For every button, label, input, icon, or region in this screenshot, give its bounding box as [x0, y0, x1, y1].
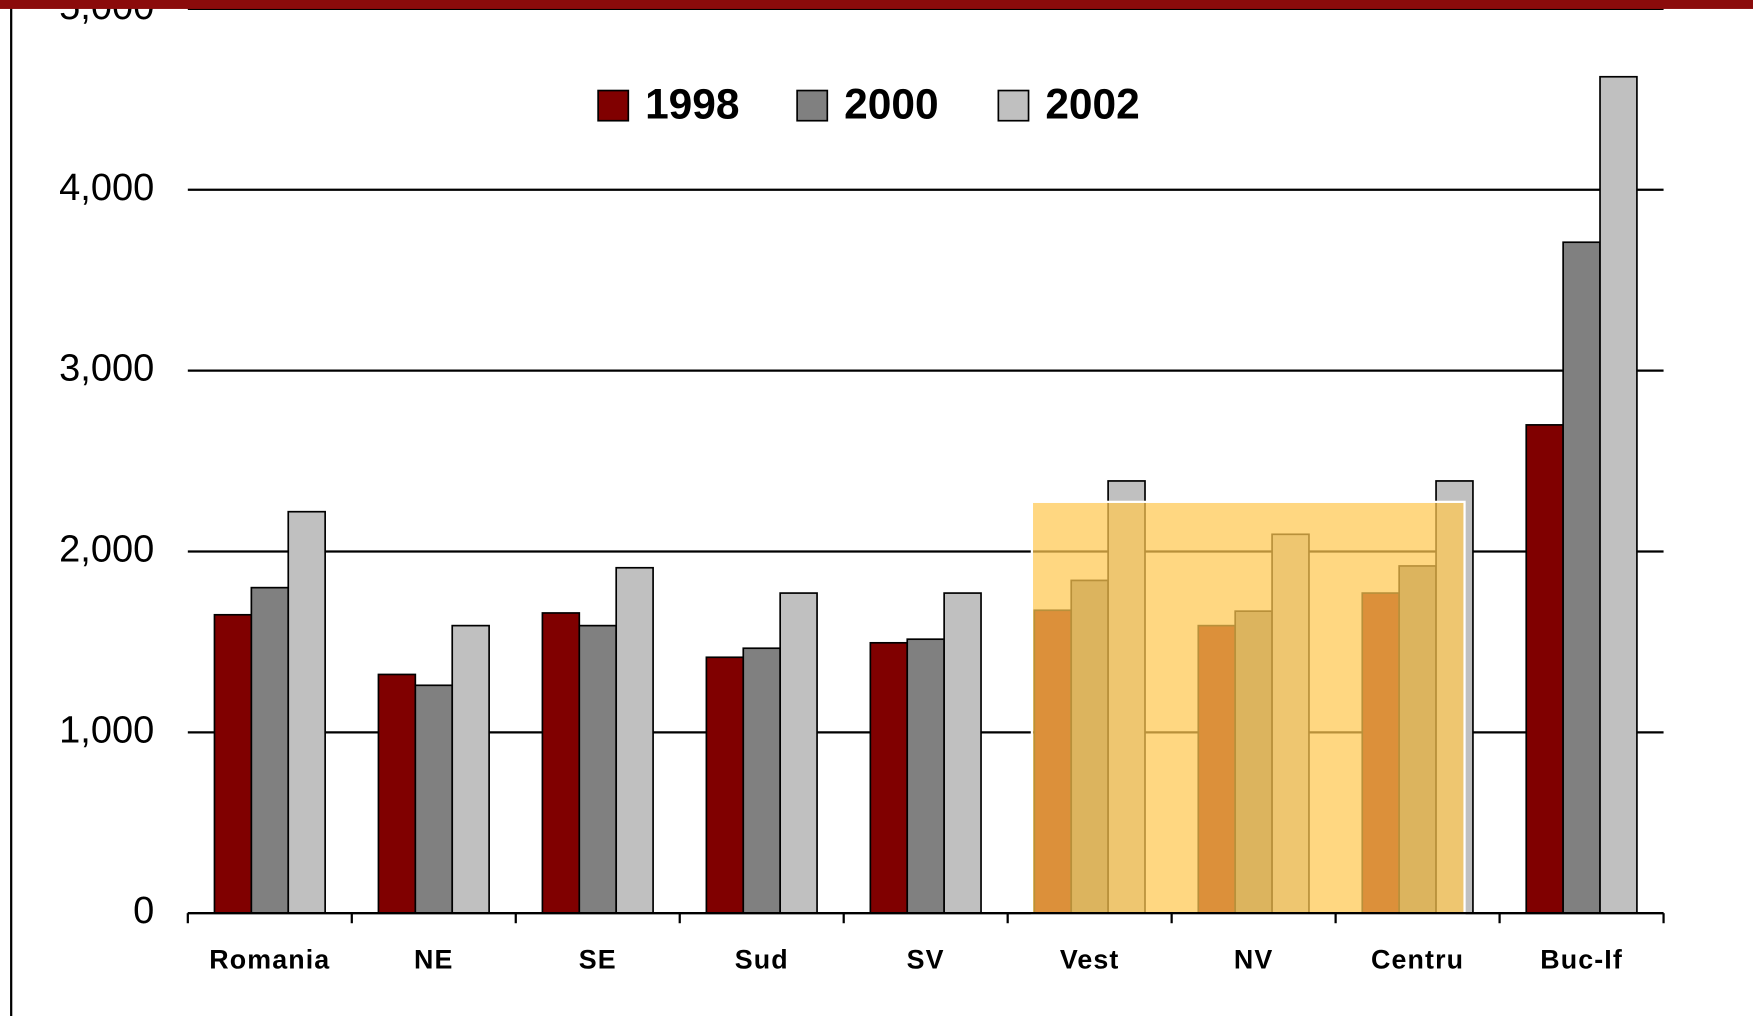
bar [377, 673, 417, 915]
bar [906, 638, 945, 915]
x-tick-label: Buc-If [1540, 944, 1623, 974]
legend-swatch [997, 89, 1030, 122]
legend-swatch [597, 89, 630, 122]
bar [414, 684, 454, 915]
bar [451, 624, 490, 915]
bar [1599, 75, 1638, 915]
bar [943, 592, 982, 915]
y-tick-label: 4,000 [59, 167, 154, 209]
bar [213, 613, 253, 915]
x-tick-label: Vest [1060, 944, 1120, 974]
x-tick-label: SE [579, 944, 617, 974]
x-tick-label: NV [1234, 944, 1273, 974]
bar [1562, 241, 1601, 915]
bar [779, 592, 818, 915]
x-tick-label: Romania [209, 944, 330, 974]
bar [1525, 424, 1564, 915]
bar [705, 656, 745, 915]
bar [541, 612, 581, 915]
bar [869, 641, 909, 915]
bar [615, 566, 654, 915]
legend-label: 2000 [844, 81, 938, 128]
legend-swatch [796, 89, 829, 122]
legend-label: 1998 [645, 81, 739, 128]
bar [578, 624, 618, 915]
x-tick-label: Sud [735, 944, 789, 974]
x-tick-label: SV [907, 944, 945, 974]
bar [250, 586, 290, 915]
y-tick-label: 3,000 [59, 348, 154, 390]
highlight-box [1030, 500, 1466, 915]
legend-label: 2002 [1045, 81, 1139, 128]
bar [287, 510, 326, 915]
y-tick-label: 2,000 [59, 529, 154, 571]
y-tick-label: 1,000 [59, 709, 154, 751]
x-tick-label: Centru [1371, 944, 1464, 974]
bar [742, 647, 782, 915]
x-tick-label: NE [414, 944, 453, 974]
y-tick-label: 0 [133, 890, 154, 932]
top-banner [0, 0, 1753, 9]
